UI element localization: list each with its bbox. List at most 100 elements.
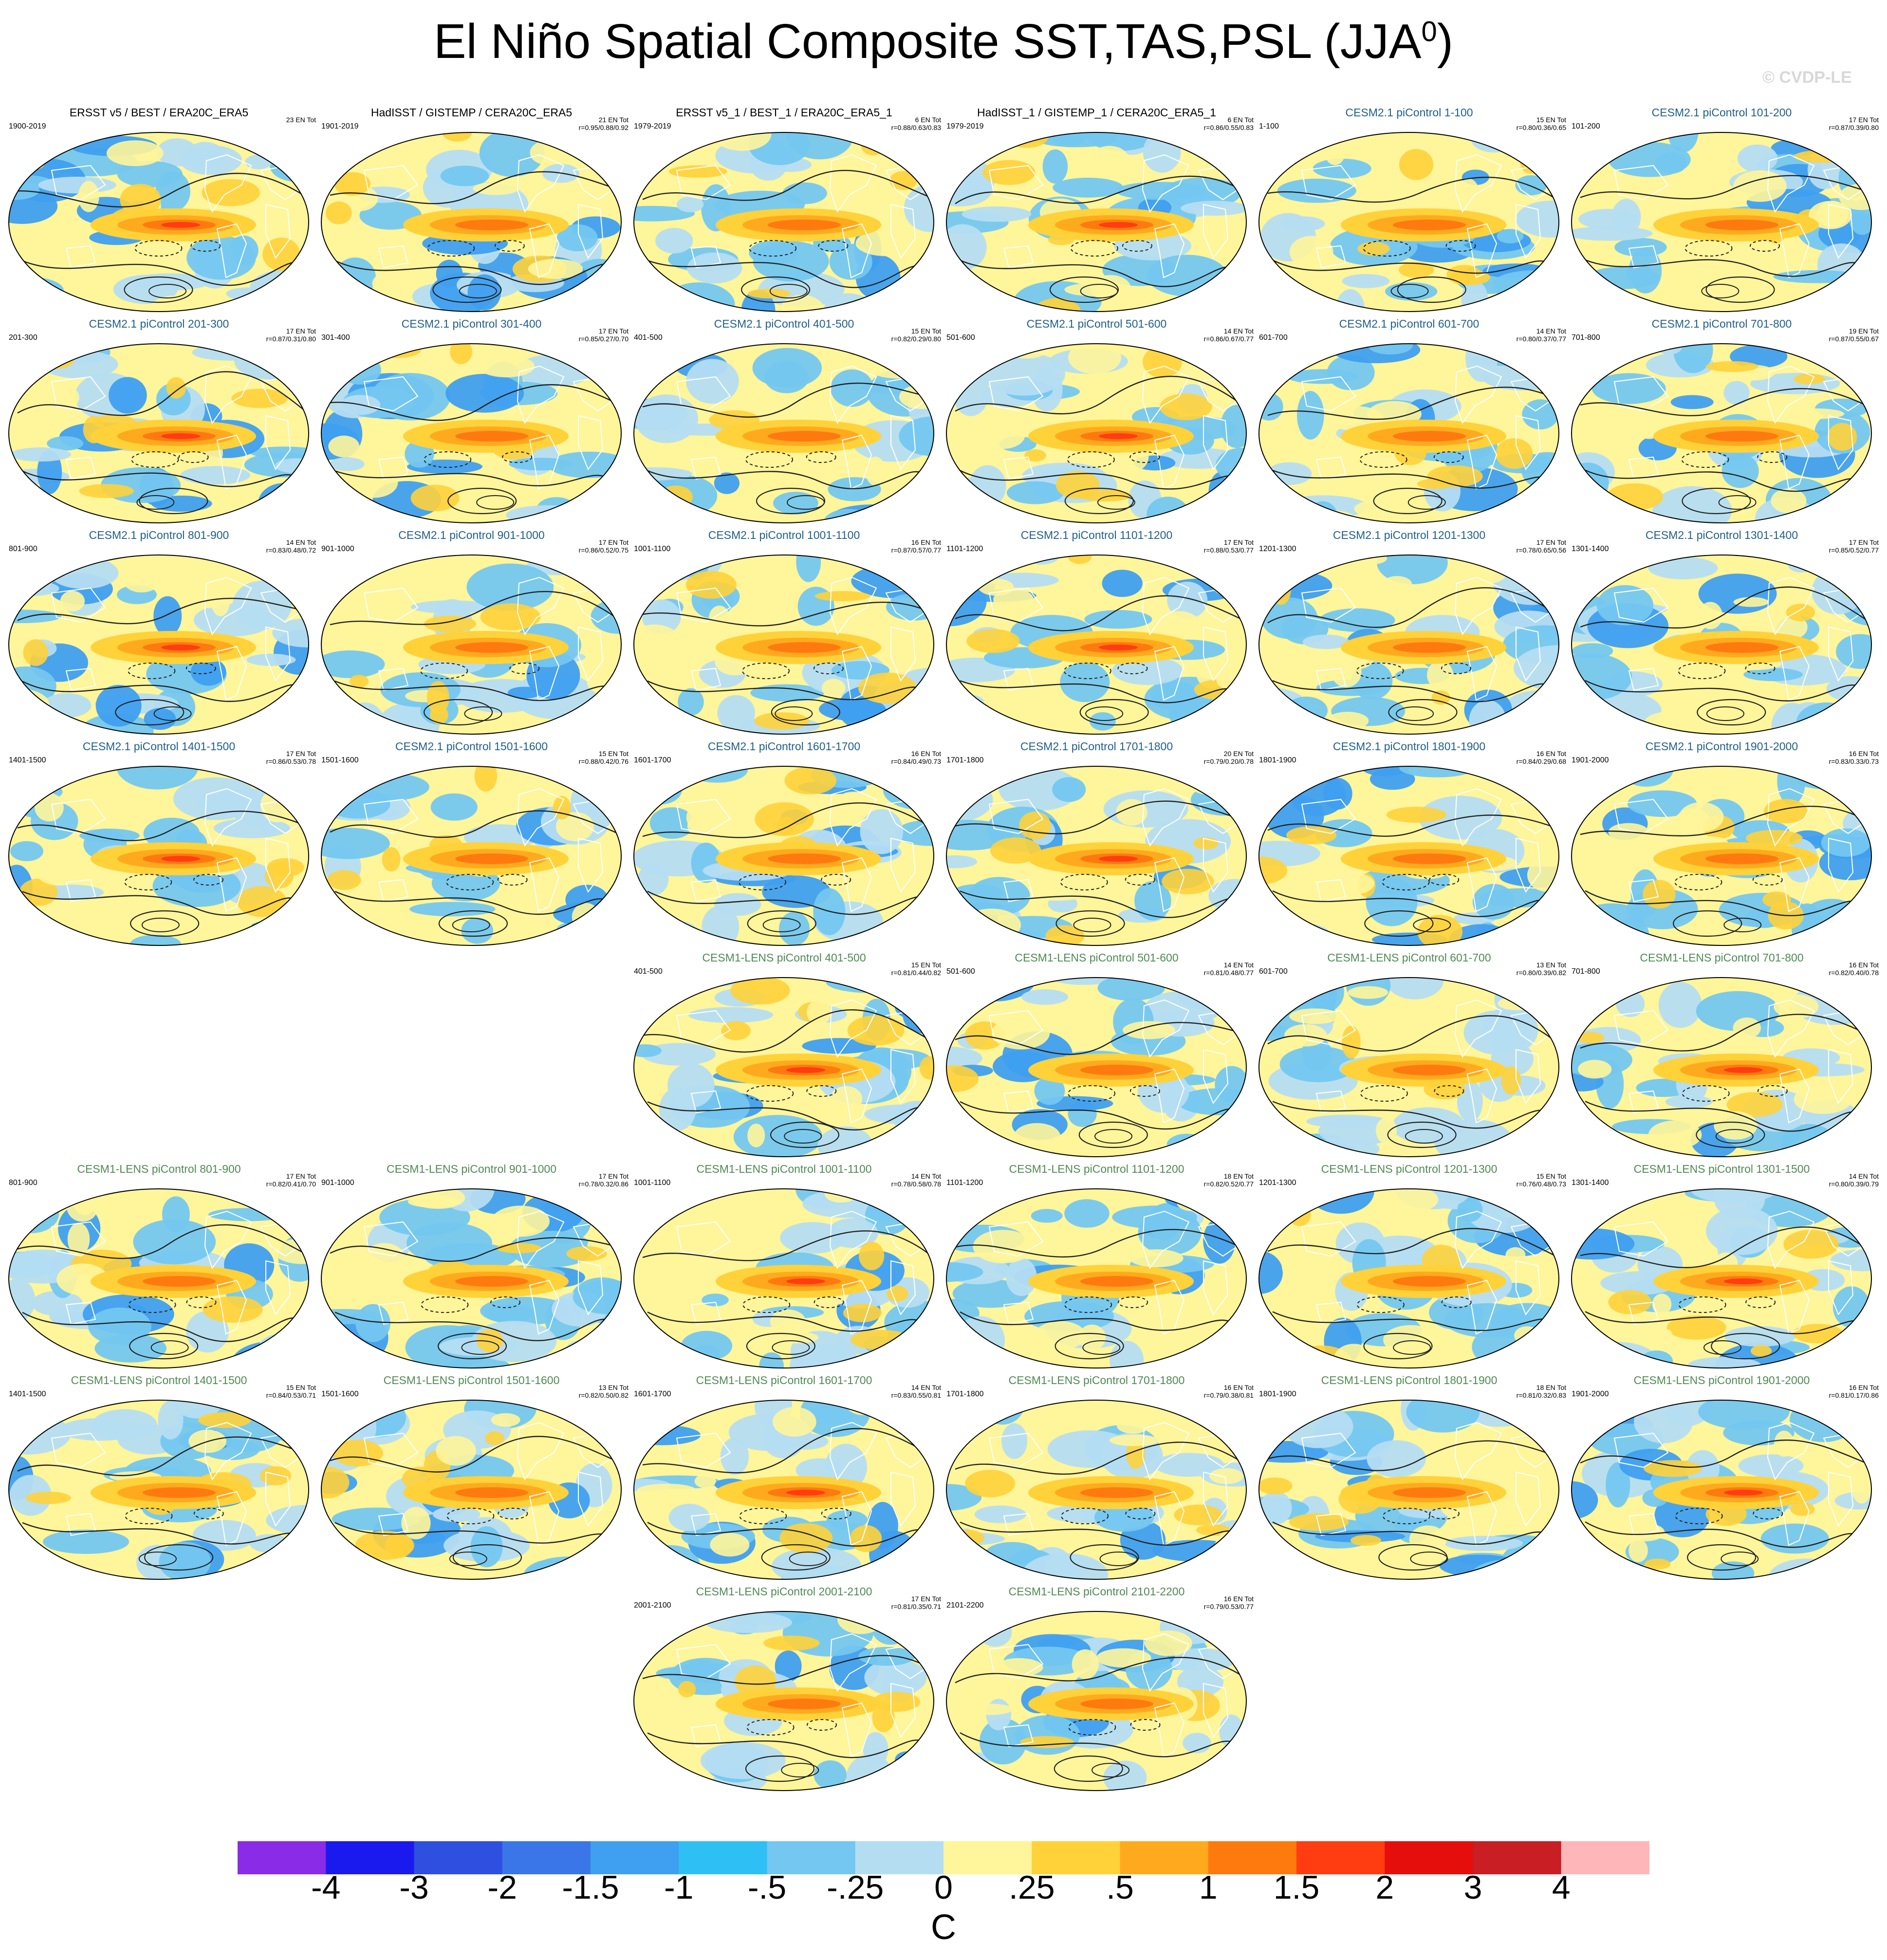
event-count: 17 EN Tot xyxy=(598,327,629,335)
map-panel: CESM1-LENS piControl 1301-1500 1301-1400 1… xyxy=(1565,1163,1879,1369)
map-panel: CESM2.1 piControl 1001-1100 1001-1100 16 E… xyxy=(627,529,941,736)
panel-period: 1801-1900 xyxy=(1259,1390,1296,1398)
panel-title: CESM2.1 piControl 1201-1300 xyxy=(1332,529,1486,541)
sst-composite-map xyxy=(8,343,309,523)
panel-stats: 15 EN Tot r=0.84/0.53/0.71 xyxy=(266,1384,316,1399)
panel-stats: 15 EN Tot r=0.80/0.36/0.65 xyxy=(1517,116,1566,131)
sst-composite-map xyxy=(1571,132,1872,312)
panel-title: CESM2.1 piControl 101-200 xyxy=(1651,106,1792,119)
map-panel: CESM1-LENS piControl 1701-1800 1701-1800 1… xyxy=(940,1374,1254,1581)
event-count: 16 EN Tot xyxy=(1849,750,1879,758)
colorbar-tick-label: -1.5 xyxy=(562,1869,619,1906)
sst-composite-map xyxy=(1258,1400,1559,1580)
map-panel: CESM2.1 piControl 1501-1600 1501-1600 15 E… xyxy=(314,740,629,947)
sst-composite-map xyxy=(321,343,622,523)
panel-period: 801-900 xyxy=(9,1179,37,1187)
event-count: 17 EN Tot xyxy=(286,1172,316,1180)
panel-stats: 16 EN Tot r=0.81/0.17/0.86 xyxy=(1829,1384,1879,1399)
panel-title: HadISST / GISTEMP / CERA20C_ERA5 xyxy=(370,106,573,119)
map-panel: CESM1-LENS piControl 1101-1200 1101-1200 1… xyxy=(940,1163,1254,1369)
panel-title: CESM2.1 piControl 1301-1400 xyxy=(1645,529,1798,541)
panel-stats: 17 EN Tot r=0.86/0.53/0.78 xyxy=(266,750,316,765)
map-panel: CESM2.1 piControl 101-200 101-200 17 EN To… xyxy=(1565,106,1879,313)
sst-composite-map xyxy=(321,1400,622,1580)
event-count: 14 EN Tot xyxy=(1849,1172,1879,1180)
panel-stats: 17 EN Tot r=0.78/0.65/0.56 xyxy=(1517,538,1566,554)
panel-stats: 14 EN Tot r=0.83/0.48/0.72 xyxy=(266,538,316,554)
colorbar-tick-label: -3 xyxy=(399,1869,429,1906)
panel-stats: 13 EN Tot r=0.82/0.50/0.82 xyxy=(579,1384,629,1399)
sst-composite-map xyxy=(633,766,934,946)
sst-composite-map xyxy=(946,1611,1247,1791)
map-panel: CESM1-LENS piControl 2101-2200 2101-2200 1… xyxy=(940,1585,1254,1792)
colorbar-tick-label: 1 xyxy=(1199,1869,1218,1906)
event-count: 15 EN Tot xyxy=(598,750,629,758)
panel-period: 1101-1200 xyxy=(946,1179,983,1187)
panel-title: CESM1-LENS piControl 401-500 xyxy=(702,951,866,964)
panel-period: 1001-1100 xyxy=(634,545,671,553)
panel-stats: 23 EN Tot xyxy=(286,116,316,131)
colorbar-swatch xyxy=(591,1841,679,1874)
pattern-correlation: r=0.79/0.38/0.81 xyxy=(1203,1391,1254,1399)
panel-period: 901-1000 xyxy=(321,1179,354,1187)
panel-stats: 17 EN Tot r=0.78/0.32/0.86 xyxy=(579,1172,629,1188)
map-panel: CESM1-LENS piControl 501-600 501-600 14 EN… xyxy=(940,951,1254,1158)
pattern-correlation: r=0.78/0.65/0.56 xyxy=(1516,546,1566,554)
pattern-correlation: r=0.80/0.37/0.77 xyxy=(1516,335,1566,343)
pattern-correlation: r=0.81/0.44/0.82 xyxy=(891,969,941,977)
colorbar-swatch xyxy=(1208,1841,1297,1874)
event-count: 23 EN Tot xyxy=(286,116,316,124)
panel-title: CESM1-LENS piControl 1701-1800 xyxy=(1008,1374,1185,1387)
pattern-correlation: r=0.88/0.63/0.83 xyxy=(891,124,941,131)
panel-stats: 6 EN Tot r=0.86/0.55/0.83 xyxy=(1204,116,1254,131)
panel-title: CESM2.1 piControl 1601-1700 xyxy=(707,740,861,753)
panel-stats: 18 EN Tot r=0.81/0.32/0.83 xyxy=(1517,1384,1566,1399)
panel-period: 201-300 xyxy=(9,333,37,342)
pattern-correlation: r=0.82/0.41/0.70 xyxy=(266,1180,316,1188)
panel-title: CESM2.1 piControl 1901-2000 xyxy=(1645,740,1798,753)
map-panel: CESM2.1 piControl 1901-2000 1901-2000 16 E… xyxy=(1565,740,1879,947)
event-count: 15 EN Tot xyxy=(911,327,941,335)
colorbar-tick-label: -.5 xyxy=(747,1869,787,1906)
map-panel: CESM2.1 piControl 1301-1400 1301-1400 17 E… xyxy=(1565,529,1879,736)
sst-composite-map xyxy=(1571,766,1872,946)
panel-title: CESM2.1 piControl 401-500 xyxy=(714,317,854,330)
colorbar-swatch xyxy=(1473,1841,1562,1874)
event-count: 15 EN Tot xyxy=(1536,116,1566,124)
panel-period: 1001-1100 xyxy=(634,1179,671,1187)
panel-period: 501-600 xyxy=(946,333,975,342)
panel-title: CESM1-LENS piControl 2001-2100 xyxy=(696,1585,872,1598)
panel-stats: 16 EN Tot r=0.82/0.40/0.78 xyxy=(1829,961,1879,977)
event-count: 14 EN Tot xyxy=(911,1384,941,1391)
panel-period: 1101-1200 xyxy=(946,545,983,553)
colorbar-tick-label: -2 xyxy=(487,1869,517,1906)
map-panel: CESM2.1 piControl 1101-1200 1101-1200 17 E… xyxy=(940,529,1254,736)
pattern-correlation: r=0.79/0.53/0.77 xyxy=(1203,1603,1254,1610)
panel-title: CESM1-LENS piControl 1401-1500 xyxy=(71,1374,247,1387)
panel-period: 1701-1800 xyxy=(946,1390,984,1398)
pattern-correlation: r=0.86/0.55/0.83 xyxy=(1203,124,1254,131)
map-panel: CESM1-LENS piControl 1901-2000 1901-2000 1… xyxy=(1565,1374,1879,1581)
colorbar-tick-label: .25 xyxy=(1008,1869,1055,1906)
map-panel: CESM2.1 piControl 401-500 401-500 15 EN To… xyxy=(627,317,941,524)
panel-stats: 14 EN Tot r=0.80/0.39/0.79 xyxy=(1829,1172,1879,1188)
title-close: ) xyxy=(1437,14,1454,69)
panel-period: 401-500 xyxy=(634,333,663,342)
panel-title: CESM1-LENS piControl 1901-2000 xyxy=(1633,1374,1810,1387)
event-count: 17 EN Tot xyxy=(286,750,316,758)
panel-period: 601-700 xyxy=(1259,333,1288,342)
pattern-correlation xyxy=(286,124,316,131)
panel-period: 1601-1700 xyxy=(634,756,671,764)
panel-stats: 16 EN Tot r=0.84/0.29/0.68 xyxy=(1517,750,1566,765)
panel-title: CESM1-LENS piControl 1001-1100 xyxy=(696,1163,872,1175)
panel-title: CESM2.1 piControl 1801-1900 xyxy=(1332,740,1486,753)
panel-stats: 21 EN Tot r=0.95/0.88/0.92 xyxy=(579,116,629,131)
map-panel: CESM2.1 piControl 701-800 701-800 19 EN To… xyxy=(1565,317,1879,524)
panel-period: 401-500 xyxy=(634,967,663,976)
sst-composite-map xyxy=(8,1400,309,1580)
map-panel: CESM1-LENS piControl 1601-1700 1601-1700 1… xyxy=(627,1374,941,1581)
panel-stats: 17 EN Tot r=0.82/0.41/0.70 xyxy=(266,1172,316,1188)
pattern-correlation: r=0.88/0.42/0.76 xyxy=(578,758,629,765)
panel-period: 501-600 xyxy=(946,967,975,976)
event-count: 14 EN Tot xyxy=(1536,327,1566,335)
